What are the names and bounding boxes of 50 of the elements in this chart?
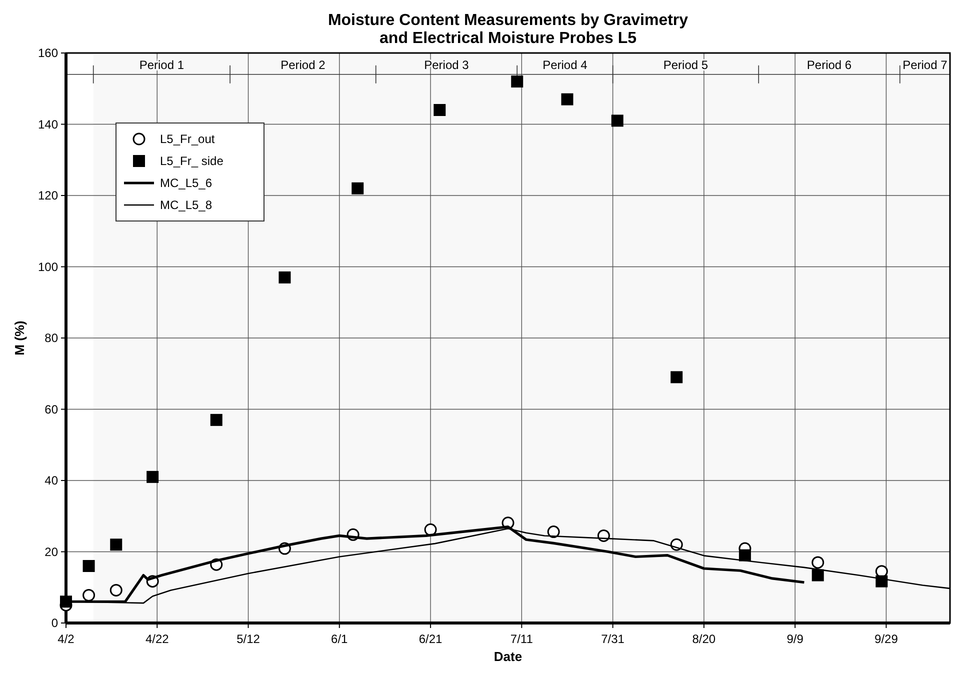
x-tick-label: 6/1: [331, 632, 348, 646]
band-label: Period 3: [424, 58, 470, 72]
x-tick-label: 7/31: [601, 632, 625, 646]
point: [278, 271, 291, 284]
band-label: Period 2: [280, 58, 326, 72]
y-tick-label: 20: [44, 544, 58, 559]
x-tick-label: 9/29: [874, 632, 898, 646]
point: [511, 76, 524, 88]
point: [561, 93, 574, 106]
point: [812, 569, 824, 582]
point: [352, 182, 364, 194]
point: [547, 526, 560, 538]
point: [434, 104, 446, 116]
point: [60, 596, 72, 608]
point: [110, 538, 122, 551]
x-tick-label: 4/22: [145, 632, 170, 646]
y-tick-label: 80: [44, 331, 58, 345]
x-axis-title: Date: [494, 649, 522, 664]
point: [738, 549, 751, 562]
legend-label: MC_L5_8: [160, 198, 212, 212]
y-tick-label: 100: [38, 260, 58, 274]
legend-label: MC_L5_6: [160, 176, 212, 190]
x-tick-label: 5/12: [236, 632, 260, 646]
x-tick-label: 7/11: [510, 632, 534, 646]
point: [110, 584, 122, 596]
y-tick-label: 160: [38, 46, 58, 60]
band-label: Period 7: [902, 58, 948, 72]
band-label: Period 6: [806, 58, 852, 72]
x-tick-label: 6/21: [418, 632, 443, 646]
y-tick-label: 0: [51, 616, 58, 630]
y-axis-title: M (%): [12, 320, 27, 356]
point: [611, 114, 624, 127]
chart-title: Moisture Content Measurements by Gravimetry and Electrical Moisture Probes L5: [328, 12, 688, 47]
y-tick-label: 40: [44, 474, 58, 488]
x-tick-label: 9/9: [786, 632, 804, 646]
point: [812, 556, 824, 569]
legend-label: L5_Fr_ side: [160, 154, 224, 168]
point: [82, 560, 95, 572]
y-tick-label: 140: [38, 117, 58, 132]
legend-label: L5_Fr_out: [160, 132, 216, 146]
point: [146, 470, 159, 483]
y-tick-label: 120: [38, 188, 58, 202]
point: [424, 523, 437, 536]
band-label: Period 5: [663, 58, 708, 72]
band-label: Period 4: [542, 58, 588, 72]
x-tick-label: 4/2: [58, 632, 75, 646]
x-tick-label: 8/20: [692, 632, 716, 646]
y-tick-label: 60: [44, 402, 58, 416]
point: [670, 371, 683, 384]
point: [210, 414, 222, 426]
